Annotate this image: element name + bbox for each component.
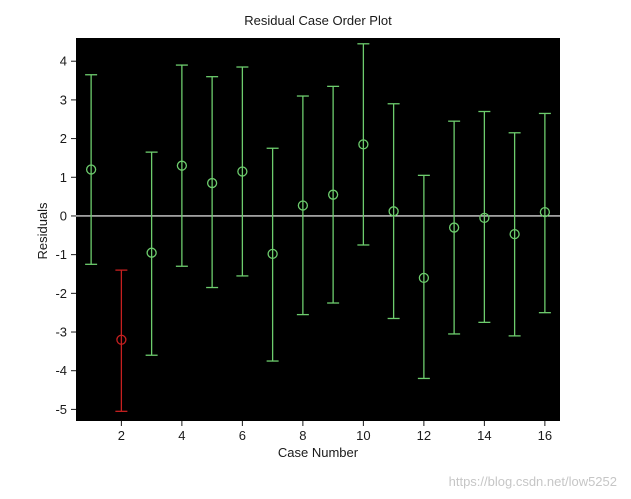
residual-point	[267, 248, 278, 260]
residual-point	[388, 206, 399, 217]
chart-title: Residual Case Order Plot	[244, 13, 392, 28]
y-axis: -5 -4 -3 -2 -1 0 1 2 3 4	[55, 54, 76, 417]
residual-point	[146, 247, 157, 258]
x-axis: 2 4 6 8 10 12 14 16	[118, 421, 552, 443]
y-axis-label: Residuals	[35, 202, 50, 260]
residual-point	[358, 139, 369, 150]
residual-point	[176, 160, 188, 171]
y-tick-label: -5	[55, 402, 67, 417]
residual-case-5	[206, 76, 219, 289]
residual-case-9	[327, 85, 340, 304]
residual-case-6	[236, 66, 249, 277]
residual-point	[297, 200, 309, 211]
residual-point	[85, 164, 97, 175]
y-tick-label: -1	[55, 247, 67, 262]
y-tick-label: -3	[55, 325, 67, 340]
plot-area	[76, 38, 560, 421]
residual-case-1	[85, 74, 98, 265]
x-tick-label: 2	[118, 428, 125, 443]
residual-point	[206, 177, 218, 189]
chart-marks	[76, 43, 560, 412]
residual-case-2	[115, 269, 128, 412]
residual-point	[327, 189, 339, 200]
y-tick-label: -2	[55, 286, 67, 301]
y-tick-label: 0	[60, 208, 67, 223]
residual-point	[418, 272, 430, 284]
residual-point	[448, 222, 460, 233]
y-tick-label: 1	[60, 170, 67, 185]
residual-case-4	[175, 64, 188, 267]
residual-point	[509, 228, 520, 240]
residual-case-12	[417, 174, 430, 380]
x-tick-label: 6	[239, 428, 246, 443]
x-tick-label: 12	[417, 428, 431, 443]
residual-case-15	[508, 132, 521, 337]
residual-case-16	[538, 112, 551, 314]
x-tick-label: 16	[538, 428, 552, 443]
residual-point	[237, 166, 248, 177]
x-tick-label: 14	[477, 428, 491, 443]
residual-case-11	[387, 103, 400, 320]
y-tick-label: 4	[60, 54, 67, 69]
residual-point	[116, 334, 127, 345]
x-tick-label: 10	[356, 428, 370, 443]
residual-point	[479, 212, 490, 224]
x-axis-label: Case Number	[278, 445, 359, 460]
x-tick-label: 4	[178, 428, 185, 443]
residual-case-3	[145, 151, 158, 356]
y-tick-label: 3	[60, 92, 67, 107]
residual-point	[539, 206, 551, 218]
x-tick-label: 8	[299, 428, 306, 443]
residual-case-13	[448, 120, 461, 335]
residual-case-14	[478, 110, 491, 323]
y-tick-label: 2	[60, 131, 67, 146]
watermark-url: https://blog.csdn.net/low5252	[448, 474, 617, 489]
residual-case-8	[296, 95, 309, 316]
y-tick-label: -4	[55, 363, 67, 378]
residual-case-7	[266, 147, 279, 362]
residual-case-10	[357, 43, 370, 246]
